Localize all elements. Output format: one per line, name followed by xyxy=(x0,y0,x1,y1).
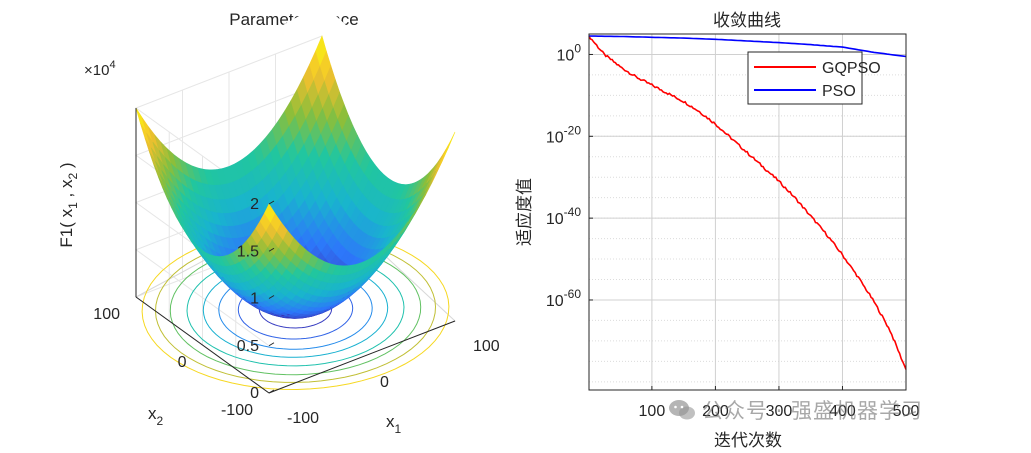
series-lines xyxy=(588,35,907,370)
z-tick-label: 0 xyxy=(250,385,259,402)
x-tick-label: 100 xyxy=(639,403,666,420)
legend-label-pso: PSO xyxy=(822,83,856,100)
x-axis-label-iterations: 迭代次数 xyxy=(714,431,782,451)
convergence-title: 收敛曲线 xyxy=(713,11,781,31)
x-axis-line xyxy=(268,320,456,394)
z-tick-mark xyxy=(268,389,275,394)
z-tick-mark xyxy=(268,295,275,299)
convergence-plot: 收敛曲线 100 200 300 400 500 100 10-20 10-40 10-60 迭… xyxy=(515,11,919,451)
y-axis-label: x2 xyxy=(148,404,164,428)
x-tick-label: 0 xyxy=(380,374,389,391)
y-tick-label: -100 xyxy=(221,402,253,419)
legend: GQPSO PSO xyxy=(747,51,881,105)
y-tick-label: 100 xyxy=(557,41,582,64)
legend-box xyxy=(747,51,863,105)
y-tick-label: 10-60 xyxy=(546,287,581,310)
watermark-text: 公众号 · 强盛机器学习 xyxy=(702,399,924,423)
z-tick-label: 1 xyxy=(250,291,259,308)
series-line-gqpso xyxy=(588,35,907,370)
legend-label-gqpso: GQPSO xyxy=(822,60,881,77)
x-axis-label: x1 xyxy=(386,412,402,436)
watermark: 公众号 · 强盛机器学习 xyxy=(668,395,923,425)
y-tick-label: 100 xyxy=(93,306,120,323)
x-tick-label: 300 xyxy=(766,403,793,420)
z-axis-label: F1( x1 , x2 ) xyxy=(57,162,80,247)
y-axis-label-fitness: 适应度值 xyxy=(515,178,535,246)
y-tick-label: 0 xyxy=(178,354,187,371)
series-line-pso xyxy=(588,35,907,58)
plot-frame xyxy=(588,33,907,391)
y-axis-line xyxy=(135,296,270,394)
x-tick-label: 500 xyxy=(893,403,920,420)
y-tick-label: 10-20 xyxy=(546,123,581,146)
z-tick-mark xyxy=(268,342,275,347)
z-tick-label: 0.5 xyxy=(237,338,259,355)
x-tick-label: -100 xyxy=(287,410,319,427)
z-multiplier: ×104 xyxy=(84,59,116,79)
surface-patch xyxy=(444,131,456,156)
surface-mesh xyxy=(135,35,456,319)
surface-plot: Parameter space 00.511.52-1000100-100010… xyxy=(57,3,500,436)
x-tick-label: 100 xyxy=(473,338,500,355)
z-tick-mark xyxy=(268,247,275,252)
z-tick-mark xyxy=(268,200,275,205)
back-wall-right xyxy=(322,3,455,321)
y-tick-label: 10-40 xyxy=(546,205,581,228)
axis-tick-labels: 100 200 300 400 500 100 10-20 10-40 10-60 xyxy=(546,41,920,420)
z-tick-label: 2 xyxy=(250,196,259,213)
z-tick-label: 1.5 xyxy=(237,243,259,260)
x-tick-label: 400 xyxy=(829,403,856,420)
x-tick-label: 200 xyxy=(702,403,729,420)
wechat-icon xyxy=(669,400,695,420)
